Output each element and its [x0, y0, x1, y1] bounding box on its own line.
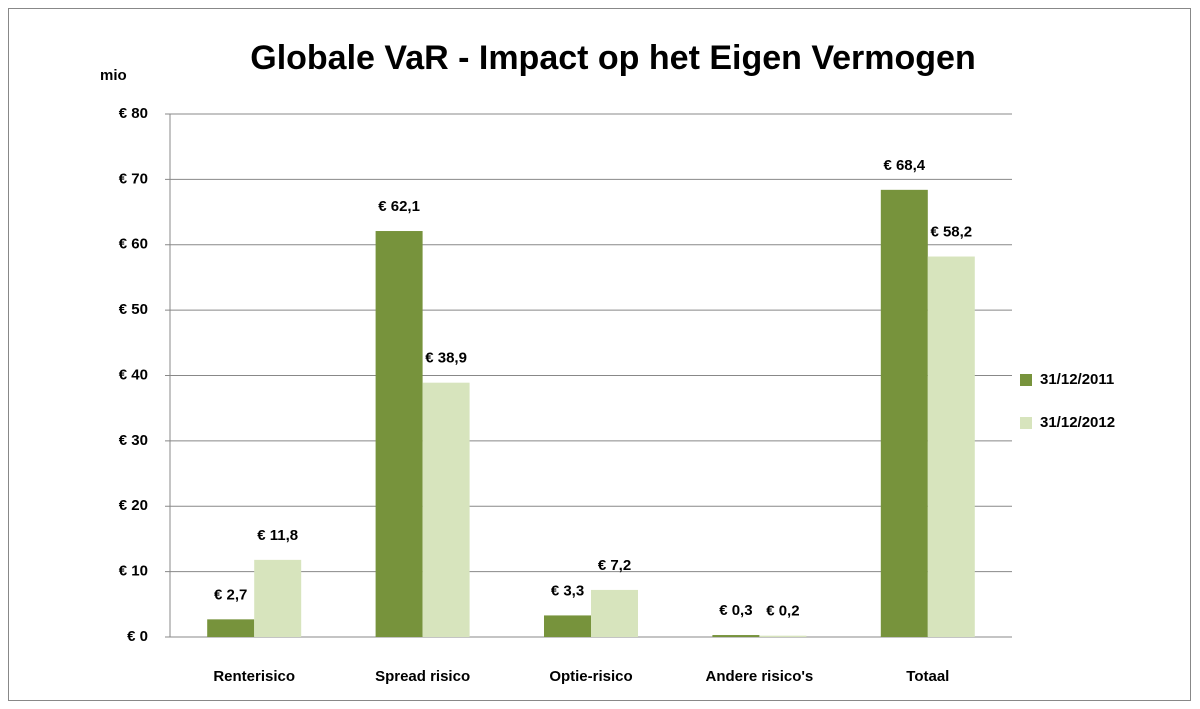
x-tick-label: Andere risico's	[706, 668, 814, 685]
bar	[591, 589, 638, 637]
y-tick-label: € 60	[119, 236, 148, 253]
value-label: € 58,2	[930, 223, 972, 240]
value-label: € 0,2	[766, 603, 799, 620]
value-label: € 62,1	[378, 198, 420, 215]
legend-label: 31/12/2011	[1040, 371, 1114, 388]
bar	[375, 231, 423, 638]
y-tick-label: € 30	[119, 432, 148, 449]
value-label: € 2,7	[214, 586, 247, 603]
y-tick-label: € 70	[119, 170, 148, 187]
x-tick-label: Renterisico	[213, 668, 295, 685]
value-label: € 7,2	[598, 557, 631, 574]
y-tick-label: € 80	[119, 105, 148, 122]
y-tick-label: € 40	[119, 366, 148, 383]
legend-swatch	[1020, 417, 1032, 429]
value-label: € 38,9	[425, 350, 467, 367]
x-tick-label: Totaal	[906, 668, 949, 685]
bar	[759, 635, 807, 637]
chart-border	[8, 8, 1191, 701]
legend-swatch	[1020, 374, 1032, 386]
value-label: € 0,3	[719, 602, 752, 619]
y-axis-label: mio	[100, 67, 127, 84]
bar	[207, 619, 255, 637]
bar	[712, 635, 760, 637]
bar	[422, 382, 470, 637]
chart-title: Globale VaR - Impact op het Eigen Vermog…	[250, 39, 976, 77]
bar	[880, 189, 928, 637]
value-label: € 68,4	[883, 157, 925, 174]
y-tick-label: € 0	[127, 628, 148, 645]
legend-label: 31/12/2012	[1040, 414, 1115, 431]
y-tick-label: € 10	[119, 563, 148, 580]
x-tick-label: Optie-risico	[549, 668, 632, 685]
x-tick-label: Spread risico	[375, 668, 470, 685]
y-tick-label: € 20	[119, 497, 148, 514]
bar	[927, 256, 975, 637]
value-label: € 11,8	[257, 527, 298, 544]
y-tick-label: € 50	[119, 301, 148, 318]
bar	[254, 559, 302, 637]
bar	[544, 615, 591, 637]
value-label: € 3,3	[551, 582, 584, 599]
